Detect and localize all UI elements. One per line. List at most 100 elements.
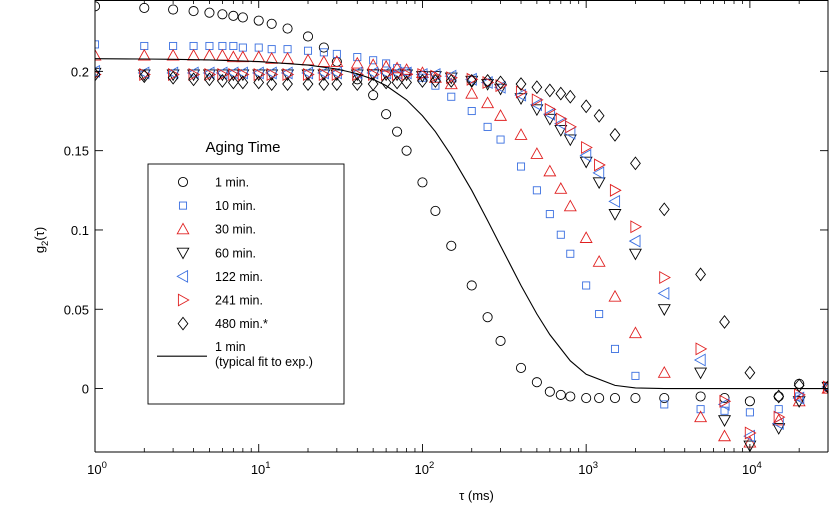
data-point [592,177,606,190]
data-point [772,413,786,426]
data-point [792,391,805,405]
data-point [166,48,180,61]
y-axis-label: g2(τ) [32,227,51,253]
y-tick-label: 0.05 [64,302,89,317]
legend-marker [176,247,190,260]
legend-label-line2: (typical fit to exp.) [215,355,313,369]
data-point [608,289,622,302]
data-point [186,66,199,80]
data-point [95,40,100,49]
data-point [430,69,443,83]
data-point [743,429,755,443]
data-point [695,391,706,402]
data-point [482,312,493,323]
data-point [236,50,250,63]
data-point [581,140,593,155]
x-tick-label: 103 [578,460,598,477]
data-point [188,68,201,82]
data-point [496,135,505,144]
data-point [531,93,544,107]
data-point [719,394,732,408]
data-point [657,304,671,316]
data-point [369,56,378,65]
data-point [717,397,730,411]
data-point [282,77,293,91]
data-point [483,122,492,131]
data-point [465,72,477,86]
data-point [282,23,293,34]
legend-marker [177,293,190,307]
legend-item: 241 min. [177,293,263,308]
data-point [532,186,541,195]
data-point [610,344,620,353]
data-point [594,393,605,404]
data-point [628,326,642,339]
data-point [718,415,732,427]
data-point [301,66,314,80]
y-tick-label: 0.2 [71,64,89,79]
data-point [166,66,179,80]
data-point [400,63,414,75]
data-point [266,68,279,82]
data-point [744,426,757,440]
data-point [555,389,566,400]
x-tick-label: 102 [415,460,435,477]
data-point [282,68,295,82]
data-point [564,89,576,104]
data-point [579,156,593,169]
data-point [592,255,606,267]
data-point [367,77,379,91]
data-point [694,410,708,423]
data-point [695,267,707,282]
data-point [544,102,557,116]
data-point [514,93,528,106]
data-point [331,77,343,91]
data-point [580,99,592,114]
data-point [331,68,344,82]
data-point [318,42,329,53]
data-point [821,381,828,394]
legend-label: 10 min. [215,199,256,213]
data-point [446,240,457,251]
data-point [595,310,604,319]
data-point [544,83,556,98]
legend-marker [177,316,189,331]
data-point [466,73,478,88]
data-point [543,113,557,126]
legend-label: 241 min. [215,294,263,308]
data-point [317,55,331,67]
legend-item: 122 min. [176,269,263,284]
data-point [482,73,493,88]
data-point [554,124,568,137]
data-point [465,86,479,99]
x-tick-label: 104 [742,460,762,477]
data-point [628,248,642,261]
data-point [168,4,179,15]
data-point [352,68,364,82]
data-point [330,55,344,67]
series-0 [95,1,828,407]
data-point [696,405,705,414]
data-point [744,365,756,380]
data-point [554,182,568,194]
data-point [399,66,412,80]
data-point [581,393,592,404]
data-point [556,230,565,239]
data-point [265,52,279,64]
data-point [579,231,593,243]
data-point [428,68,441,82]
data-point [563,199,577,212]
data-point [530,104,544,117]
data-point [531,80,543,95]
data-point [608,209,622,221]
data-point [543,164,557,177]
data-point [467,107,476,116]
plot-layer [95,1,828,452]
legend-item: 60 min. [176,246,256,260]
data-point [516,162,526,171]
data-point [544,386,555,397]
legend-label: 1 min [215,340,246,354]
legend-marker [176,269,189,283]
data-point [743,440,757,452]
